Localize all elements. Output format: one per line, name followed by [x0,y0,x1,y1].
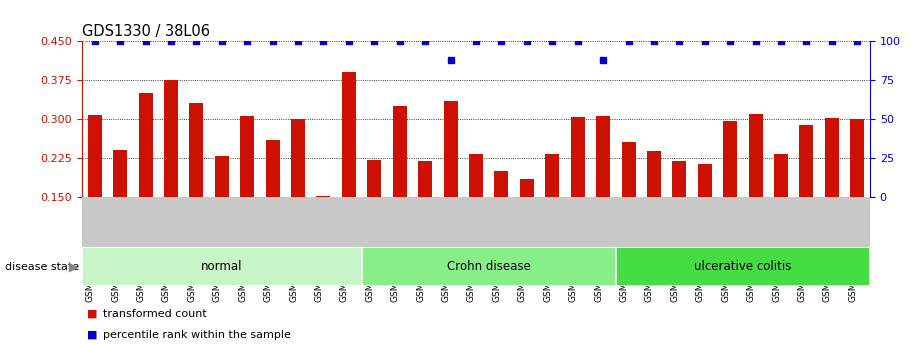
Point [799,39,814,44]
Point [672,39,687,44]
Point [214,39,229,44]
Bar [316,196,331,274]
Bar [266,140,280,274]
Point [698,39,712,44]
Bar [570,117,585,274]
Text: disease state: disease state [5,262,78,272]
Point [291,39,305,44]
Point [468,39,483,44]
Bar [82,247,362,286]
Bar [342,72,356,274]
Point [316,39,331,44]
Bar [596,117,610,274]
Point [824,39,839,44]
Text: transformed count: transformed count [103,309,207,319]
Point [342,39,356,44]
Point [773,39,788,44]
Bar [87,115,102,274]
Bar [495,171,508,274]
Point [138,39,153,44]
Bar [241,117,254,274]
Bar [647,151,660,274]
Bar [774,154,788,274]
Bar [800,125,814,274]
Bar [138,93,152,274]
Text: ■: ■ [87,330,97,339]
Bar [215,156,229,274]
Bar [444,101,457,274]
Point [393,39,407,44]
Point [621,39,636,44]
Bar [520,179,534,274]
Bar [698,164,711,274]
Point [596,57,610,63]
Point [367,39,382,44]
Bar [292,119,305,274]
Text: ulcerative colitis: ulcerative colitis [694,260,792,273]
Bar [546,154,559,274]
Point [494,39,508,44]
Point [418,39,433,44]
Point [647,39,661,44]
Text: percentile rank within the sample: percentile rank within the sample [103,330,291,339]
Bar [113,150,128,274]
Bar [367,160,382,274]
Bar [362,247,616,286]
Bar [824,118,839,274]
Bar [418,161,432,274]
Bar [672,161,686,274]
Point [87,39,102,44]
Bar [723,121,737,274]
Bar [393,106,406,274]
Point [723,39,738,44]
Point [164,39,179,44]
Text: normal: normal [201,260,242,273]
Point [519,39,534,44]
Point [850,39,865,44]
Point [240,39,254,44]
Bar [189,104,203,274]
Bar [469,154,483,274]
Point [189,39,204,44]
Bar [749,114,763,274]
Point [748,39,763,44]
Point [444,57,458,63]
Text: GDS1330 / 38L06: GDS1330 / 38L06 [82,24,210,39]
Text: ■: ■ [87,309,97,319]
Bar [621,142,636,274]
Bar [616,247,870,286]
Point [265,39,280,44]
Text: Crohn disease: Crohn disease [446,260,530,273]
Point [113,39,128,44]
Bar [164,80,178,274]
Point [545,39,559,44]
Text: ▶: ▶ [69,260,79,273]
Point [570,39,585,44]
Bar [850,119,865,274]
